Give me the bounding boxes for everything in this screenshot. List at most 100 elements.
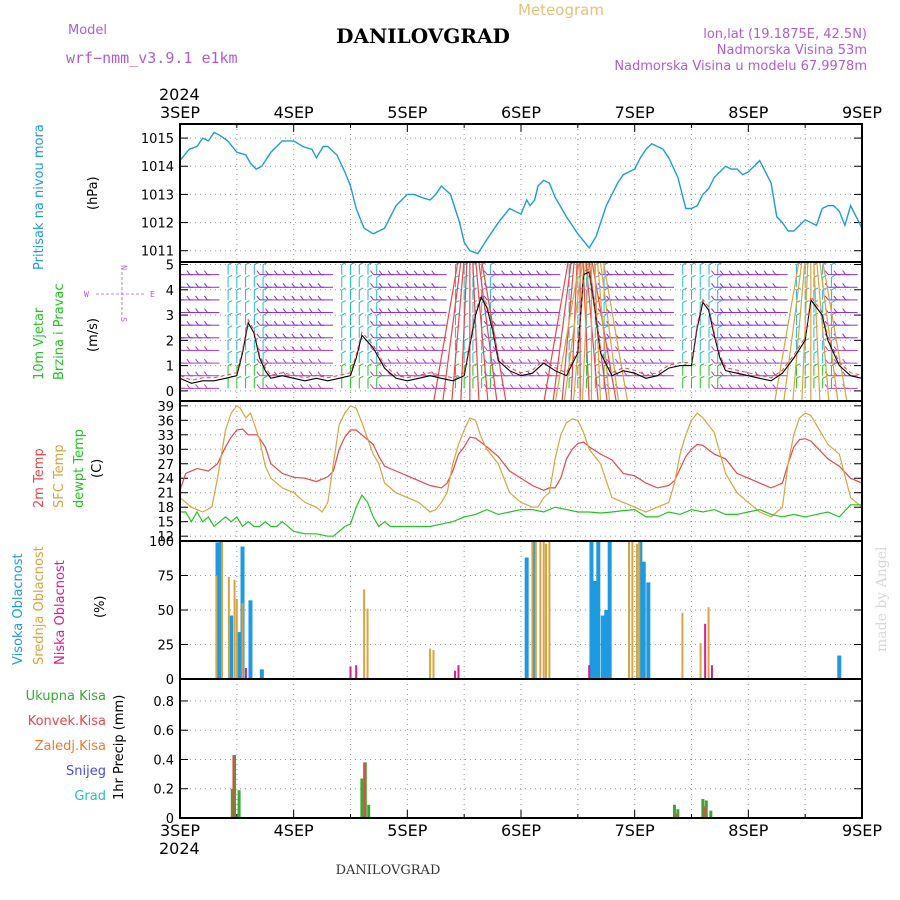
- wind-barb-feather: [842, 320, 847, 326]
- wind-barb-feather: [317, 371, 322, 377]
- wind-barb-feather: [711, 320, 715, 326]
- wind-barb-feather: [282, 295, 287, 301]
- wind-fan: [442, 262, 462, 401]
- wind-barb-feather: [195, 358, 200, 364]
- bar-high-cloud: [218, 541, 223, 679]
- wind-barb-feather: [370, 371, 374, 377]
- wind-barb-feather: [632, 346, 637, 351]
- wind-barb-feather: [586, 312, 591, 316]
- wind-barb-feather: [641, 384, 645, 389]
- wind-barb-feather: [376, 274, 381, 278]
- bar-low-cloud: [710, 665, 713, 679]
- wind-barb-feather: [754, 270, 759, 275]
- wind-barb-feather: [245, 300, 250, 303]
- wind-barb-feather: [413, 308, 418, 313]
- xtick-label: 8SEP: [728, 103, 768, 122]
- wind-barb-feather: [737, 320, 742, 326]
- wind-barb-feather: [195, 282, 200, 288]
- wind-fan: [596, 262, 611, 401]
- wind-barb-feather: [754, 320, 759, 326]
- wind-barb-feather: [413, 295, 418, 301]
- wind-barb-feather: [728, 320, 733, 326]
- wind-barb-feather: [300, 282, 304, 288]
- wind-barb-feather: [367, 375, 373, 379]
- wind-barb-feather: [501, 308, 506, 313]
- wind-barb-feather: [291, 358, 296, 364]
- wind-barb-feather: [728, 270, 733, 275]
- xtick-label: 8SEP: [728, 821, 768, 840]
- bar-mid-cloud: [699, 643, 702, 679]
- wind-barb-feather: [700, 375, 705, 379]
- wind-barb-feather: [614, 320, 619, 326]
- wind-barb-feather: [772, 358, 777, 364]
- wind-barb-feather: [273, 358, 278, 364]
- wind-barb-feather: [308, 308, 313, 313]
- wind-barb-feather: [300, 346, 304, 351]
- wind-barb-feather: [842, 308, 847, 313]
- wind-barb-feather: [796, 363, 801, 367]
- product-title: Meteogram: [518, 1, 604, 19]
- wind-barb-feather: [527, 320, 532, 326]
- wind-barb-feather: [370, 270, 374, 275]
- wind-barb-feather: [763, 358, 768, 364]
- wind-barb-feather: [227, 338, 233, 341]
- ytick-label: 0.2: [153, 783, 174, 798]
- wind-barb-feather: [649, 358, 654, 364]
- bar-high-cloud: [604, 610, 609, 679]
- wind-barb-feather: [378, 282, 383, 288]
- wind-barb-feather: [186, 282, 191, 288]
- bar-low-cloud: [355, 665, 358, 679]
- wind-barb-feather: [708, 338, 714, 341]
- wind-barb-feather: [586, 338, 591, 341]
- wind-barb-feather: [387, 270, 392, 275]
- wind-barb-feather: [203, 270, 208, 275]
- xtick-label: 3SEP: [160, 103, 200, 122]
- wind-barb-feather: [483, 346, 488, 351]
- wind-barb-feather: [350, 338, 355, 341]
- wind-barb-feather: [262, 312, 268, 316]
- wind-fan: [774, 262, 800, 401]
- wind-barb-feather: [746, 270, 750, 275]
- xtick-label: 4SEP: [274, 821, 314, 840]
- wind-barb-feather: [658, 358, 663, 364]
- wind-barb-feather: [186, 358, 191, 364]
- wind-barb-feather: [614, 295, 619, 301]
- wind-fan: [582, 262, 590, 401]
- wind-barb-feather: [282, 308, 287, 313]
- wind-barb-feather: [804, 350, 810, 354]
- wind-barb-feather: [413, 371, 418, 377]
- wind-barb-feather: [195, 384, 200, 389]
- wind-barb-feather: [341, 338, 346, 341]
- wind-barb-feather: [632, 282, 637, 288]
- wind-barb-feather: [341, 274, 346, 278]
- bar-mid-cloud: [432, 650, 435, 679]
- ytick-label: 1014: [141, 160, 174, 175]
- wind-barb-feather: [719, 346, 724, 351]
- wind-barb-feather: [796, 312, 801, 316]
- wind-barb-feather: [700, 338, 705, 341]
- wind-barb-feather: [186, 371, 191, 377]
- wind-barb-feather: [754, 308, 759, 313]
- wind-barb-feather: [649, 295, 654, 301]
- bar-low-cloud: [244, 667, 247, 679]
- wind-barb-feather: [256, 333, 261, 339]
- wind-barb-feather: [245, 338, 250, 341]
- wind-barb-feather: [763, 384, 768, 389]
- wind-barb-feather: [772, 320, 777, 326]
- wind-barb-feather: [350, 274, 355, 278]
- wind-barb-feather: [378, 320, 383, 326]
- ytick-label: 0.8: [153, 695, 174, 710]
- wind-barb-feather: [717, 312, 722, 316]
- wind-barb-feather: [641, 282, 645, 288]
- wind-barb-feather: [341, 300, 346, 303]
- wind-barb-feather: [509, 384, 514, 389]
- bar-high-cloud: [641, 561, 646, 679]
- wind-barb-feather: [273, 308, 278, 313]
- wind-barb-feather: [536, 308, 541, 313]
- wind-barb-feather: [754, 358, 759, 364]
- wind-barb-feather: [431, 346, 436, 351]
- wind-barb-feather: [396, 282, 401, 288]
- wind-barb-feather: [413, 346, 418, 351]
- wind-barb-feather: [483, 270, 488, 275]
- wind-barb-feather: [641, 320, 645, 326]
